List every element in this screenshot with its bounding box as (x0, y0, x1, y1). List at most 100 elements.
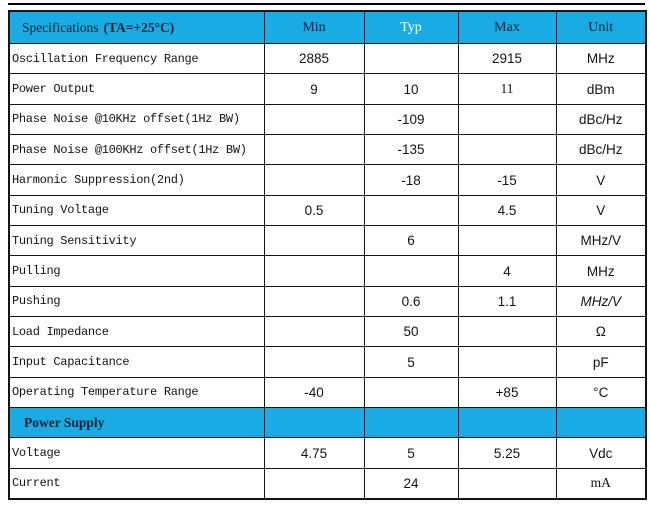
table-header-row: Specifications (TA=+25°C) Min Typ Max Uni… (8, 10, 647, 44)
spec-label-cell: Input Capacitance (8, 346, 265, 378)
typ-value-cell (363, 42, 459, 75)
spec-header-condition: (TA=+25°C) (103, 19, 175, 35)
spec-row: Tuning Sensitivity 6 MHz/V (8, 225, 647, 257)
spec-row: Harmonic Suppression(2nd) -18 -15 V (8, 164, 647, 196)
typ-value-cell (363, 376, 459, 409)
spec-table-body: Oscillation Frequency Range 2885 2915 MHz Po… (8, 42, 647, 500)
typ-value-cell: 0.6 (363, 285, 459, 318)
spec-label-cell: Phase Noise @100KHz offset(1Hz BW) (8, 134, 265, 166)
spec-row: Power Output 9 10 11 dBm (8, 73, 647, 105)
spec-label-cell: Harmonic Suppression(2nd) (8, 164, 265, 196)
unit-value-cell: V (555, 164, 647, 196)
spec-row: Oscillation Frequency Range 2885 2915 MHz (8, 42, 647, 75)
typ-value-cell (363, 194, 459, 227)
unit-value-cell: dBc/Hz (555, 134, 647, 166)
min-value-cell (263, 467, 365, 500)
min-value-cell: -40 (263, 376, 365, 409)
typ-value-cell: 10 (363, 73, 459, 105)
max-value-cell: 4 (457, 255, 557, 287)
section-empty-cell (555, 407, 647, 439)
section-empty-cell (363, 407, 459, 439)
typ-value-cell: 5 (363, 437, 459, 469)
max-value-cell: 11 (457, 73, 557, 105)
spec-label-cell: Pulling (8, 255, 265, 287)
min-value-cell (263, 346, 365, 378)
spec-label-cell: Oscillation Frequency Range (8, 42, 265, 75)
typ-value-cell: -135 (363, 134, 459, 166)
unit-value-cell: V (555, 194, 647, 227)
min-value-cell: 2885 (263, 42, 365, 75)
spec-label-cell: Tuning Sensitivity (8, 225, 265, 257)
typ-value-cell: 24 (363, 467, 459, 500)
max-value-cell: -15 (457, 164, 557, 196)
min-value-cell (263, 285, 365, 318)
header-unit: Unit (555, 10, 647, 44)
spec-label-cell: Load Impedance (8, 316, 265, 348)
max-value-cell: 5.25 (457, 437, 557, 469)
spec-label-cell: Pushing (8, 285, 265, 318)
header-specifications: Specifications (TA=+25°C) (8, 10, 265, 44)
min-value-cell (263, 134, 365, 166)
min-value-cell: 4.75 (263, 437, 365, 469)
typ-value-cell (363, 255, 459, 287)
min-value-cell (263, 103, 365, 136)
max-value-cell (457, 316, 557, 348)
max-value-cell (457, 225, 557, 257)
max-value-cell: 2915 (457, 42, 557, 75)
unit-value-cell: dBm (555, 73, 647, 105)
unit-value-cell: pF (555, 346, 647, 378)
spec-row: Operating Temperature Range -40 +85 °C (8, 376, 647, 409)
top-divider-line (8, 3, 645, 5)
spec-row: Current 24 mA (8, 467, 647, 500)
spec-row: Tuning Voltage 0.5 4.5 V (8, 194, 647, 227)
max-value-cell: +85 (457, 376, 557, 409)
unit-value-cell: mA (555, 467, 647, 500)
header-max: Max (457, 10, 557, 44)
spec-label-cell: Phase Noise @10KHz offset(1Hz BW) (8, 103, 265, 136)
max-value-cell: 1.1 (457, 285, 557, 318)
max-value-cell (457, 134, 557, 166)
spec-label-cell: Voltage (8, 437, 265, 469)
specifications-table: Specifications (TA=+25°C) Min Typ Max Uni… (8, 10, 647, 500)
max-value-cell (457, 103, 557, 136)
unit-value-cell: Ω (555, 316, 647, 348)
header-typ: Typ (363, 10, 459, 44)
section-title: Power Supply (8, 407, 265, 439)
section-empty-cell (263, 407, 365, 439)
spec-label-cell: Tuning Voltage (8, 194, 265, 227)
min-value-cell (263, 316, 365, 348)
spec-row: Pulling 4 MHz (8, 255, 647, 287)
spec-label-cell: Power Output (8, 73, 265, 105)
header-min: Min (263, 10, 365, 44)
min-value-cell (263, 255, 365, 287)
section-empty-cell (457, 407, 557, 439)
unit-value-cell: MHz/V (555, 225, 647, 257)
spec-row: Pushing 0.6 1.1 MHz/V (8, 285, 647, 318)
spec-row: Phase Noise @10KHz offset(1Hz BW) -109 dBc… (8, 103, 647, 136)
typ-value-cell: 6 (363, 225, 459, 257)
unit-value-cell: MHz (555, 255, 647, 287)
typ-value-cell: -18 (363, 164, 459, 196)
spec-row: Input Capacitance 5 pF (8, 346, 647, 378)
max-value-cell (457, 346, 557, 378)
max-value-cell: 4.5 (457, 194, 557, 227)
min-value-cell: 0.5 (263, 194, 365, 227)
min-value-cell (263, 164, 365, 196)
unit-value-cell: Vdc (555, 437, 647, 469)
section-header-row: Power Supply (8, 407, 647, 439)
unit-value-cell: °C (555, 376, 647, 409)
spec-row: Phase Noise @100KHz offset(1Hz BW) -135 dB… (8, 134, 647, 166)
max-value-cell (457, 467, 557, 500)
typ-value-cell: -109 (363, 103, 459, 136)
spec-row: Voltage 4.75 5 5.25 Vdc (8, 437, 647, 469)
unit-value-cell: dBc/Hz (555, 103, 647, 136)
unit-value-cell: MHz (555, 42, 647, 75)
min-value-cell: 9 (263, 73, 365, 105)
spec-label-cell: Current (8, 467, 265, 500)
spec-header-name: Specifications (22, 19, 99, 35)
typ-value-cell: 5 (363, 346, 459, 378)
unit-value-cell: MHz/V (555, 285, 647, 318)
typ-value-cell: 50 (363, 316, 459, 348)
spec-label-cell: Operating Temperature Range (8, 376, 265, 409)
